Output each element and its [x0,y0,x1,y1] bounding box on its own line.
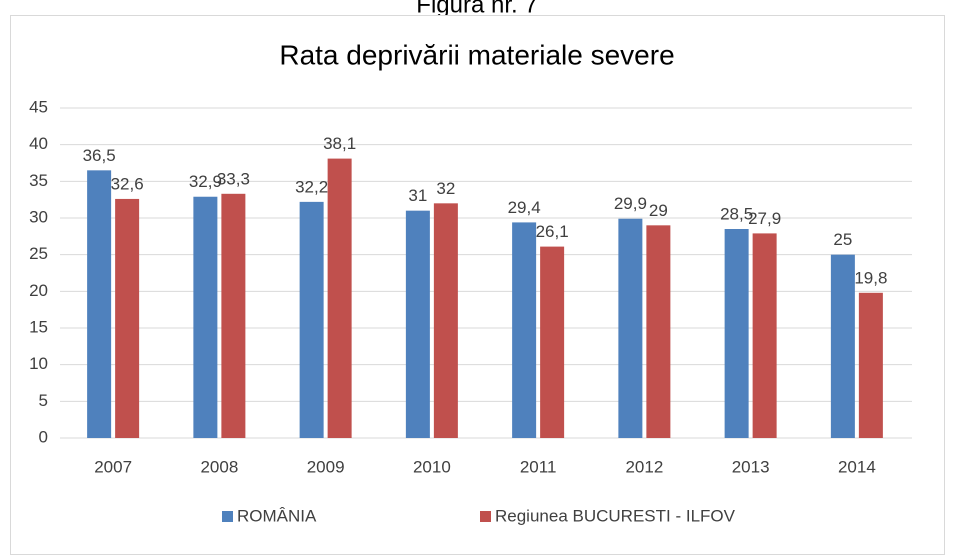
bar [830,254,855,438]
x-tick-label: 2013 [732,457,770,476]
data-label: 32,9 [189,172,222,191]
bar [724,229,749,438]
data-label: 19,8 [854,268,887,287]
x-tick-label: 2014 [838,457,876,476]
data-label: 32 [436,179,455,198]
data-label: 27,9 [748,209,781,228]
bar [752,233,777,438]
bar [221,193,246,438]
data-label: 29 [649,201,668,220]
chart-frame [10,15,945,555]
bar [858,292,883,438]
bar [115,198,140,438]
bar [405,210,430,438]
data-label: 36,5 [83,146,116,165]
x-tick-label: 2007 [94,457,132,476]
x-tick-label: 2011 [520,457,557,476]
bar [193,196,218,438]
x-tick-label: 2010 [413,457,451,476]
data-label: 32,2 [295,177,328,196]
bar [540,246,565,438]
x-tick-label: 2008 [200,457,238,476]
data-label: 29,9 [614,194,647,213]
x-tick-label: 2012 [625,457,663,476]
bar [327,158,352,438]
bar [433,203,458,438]
bar [618,218,643,438]
y-tick-label: 35 [29,171,48,190]
y-tick-label: 20 [29,281,48,300]
legend-swatch [222,511,233,522]
data-label: 32,6 [111,174,144,193]
y-tick-label: 10 [29,354,48,373]
x-tick-label: 2009 [307,457,345,476]
y-tick-label: 45 [29,97,48,116]
bar [87,170,112,439]
y-tick-label: 15 [29,317,48,336]
y-tick-label: 40 [29,134,48,153]
y-tick-label: 30 [29,207,48,226]
legend-swatch [480,511,491,522]
figure-caption: Figura nr. 7 [416,0,537,18]
data-label: 26,1 [536,222,569,241]
y-tick-label: 0 [39,427,48,446]
data-label: 31 [408,186,427,205]
legend-label: ROMÂNIA [237,506,317,525]
bar [512,222,537,438]
data-label: 33,3 [217,169,250,188]
data-label: 28,5 [720,204,753,223]
bar [299,201,324,438]
y-tick-label: 5 [39,391,48,410]
data-label: 25 [833,230,852,249]
bar [646,225,671,438]
legend-label: Regiunea BUCURESTI - ILFOV [495,506,736,525]
y-tick-label: 25 [29,244,48,263]
chart-title: Rata deprivării materiale severe [279,39,674,70]
data-label: 38,1 [323,134,356,153]
data-label: 29,4 [508,198,541,217]
